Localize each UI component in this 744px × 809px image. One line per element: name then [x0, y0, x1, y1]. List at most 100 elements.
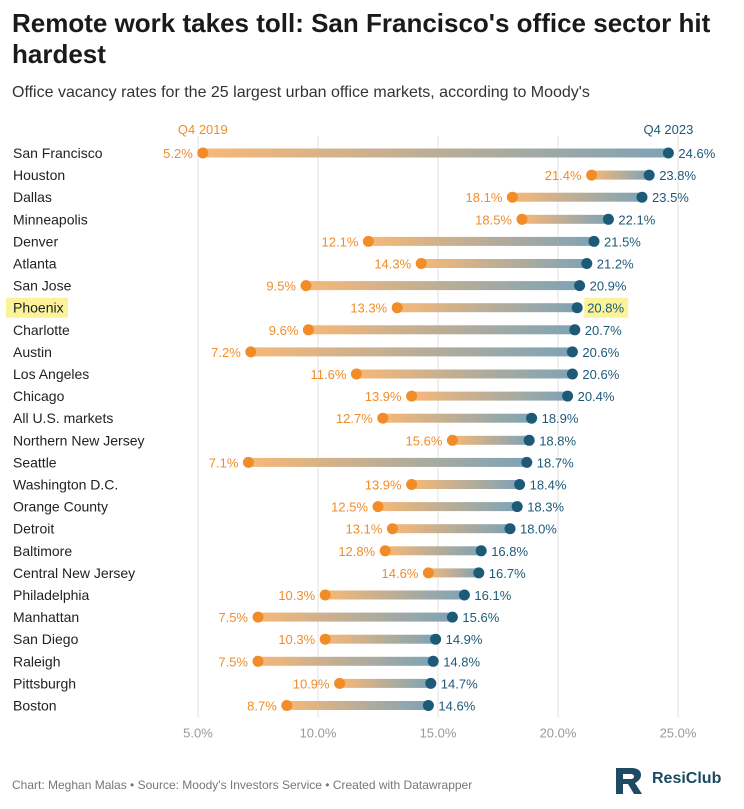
dumbbell-chart: San Francisco 5.2% 24.6% Houston 21.4% 23.8% D… — [6, 122, 716, 741]
category-highlight — [6, 297, 68, 318]
category-label: Raleigh — [13, 653, 60, 669]
range-bar — [250, 347, 573, 357]
dot-q4-2023 — [427, 655, 439, 667]
range-bar — [325, 590, 465, 600]
category-label: San Jose — [13, 278, 72, 294]
dot-q4-2023 — [473, 567, 485, 579]
dot-q4-2019 — [252, 655, 264, 667]
category-label: Philadelphia — [13, 587, 89, 603]
value-label-q4-2023: 16.7% — [489, 566, 526, 581]
value-label-q4-2023: 21.5% — [604, 234, 641, 249]
category-label: Detroit — [13, 521, 54, 537]
category-label: Orange County — [13, 499, 108, 515]
x-tick-label: 5.0% — [183, 726, 213, 741]
chart-row: Seattle 7.1% 18.7% — [13, 454, 574, 470]
range-bar — [258, 656, 434, 666]
value-label-q4-2023: 18.9% — [542, 411, 579, 426]
chart-row: Northern New Jersey 15.6% 18.8% — [13, 432, 577, 448]
category-label: Central New Jersey — [13, 565, 135, 581]
value-label-q4-2023: 18.3% — [527, 500, 564, 515]
value-label-q4-2023: 24.6% — [678, 146, 715, 161]
range-bar — [356, 369, 573, 379]
chart-row: Atlanta 14.3% 21.2% — [13, 256, 634, 272]
dot-q4-2023 — [504, 523, 516, 535]
series-label-q4-2023: Q4 2023 — [643, 122, 693, 137]
range-bar — [202, 148, 669, 158]
chart-row: All U.S. markets 12.7% 18.9% — [13, 410, 579, 426]
dot-q4-2019 — [362, 235, 374, 247]
dot-q4-2019 — [300, 280, 312, 292]
category-label: Seattle — [13, 454, 57, 470]
dot-q4-2023 — [422, 700, 434, 711]
resiclub-logo-icon — [616, 768, 642, 794]
chart-row: Houston 21.4% 23.8% — [13, 167, 697, 183]
range-bar — [411, 391, 568, 401]
dot-q4-2019 — [386, 523, 398, 535]
dot-q4-2019 — [391, 302, 403, 314]
value-label-q4-2019: 18.1% — [466, 190, 503, 205]
dot-q4-2023 — [574, 280, 586, 292]
value-label-q4-2019: 10.9% — [293, 676, 330, 691]
value-label-q4-2019: 13.3% — [350, 301, 387, 316]
category-label: Austin — [13, 344, 52, 360]
dot-q4-2023 — [662, 147, 674, 159]
value-label-q4-2023: 20.6% — [582, 367, 619, 382]
range-bar — [382, 413, 532, 423]
category-label: All U.S. markets — [13, 410, 113, 426]
value-label-q4-2019: 14.3% — [374, 257, 411, 272]
range-bar — [248, 457, 527, 467]
dot-q4-2023 — [566, 346, 578, 358]
dot-q4-2023 — [514, 479, 526, 490]
x-tick-label: 20.0% — [540, 726, 577, 741]
series-label-q4-2019: Q4 2019 — [178, 122, 228, 137]
chart-row: Pittsburgh 10.9% 14.7% — [13, 675, 478, 691]
range-bar — [258, 612, 453, 622]
resiclub-logo-text: ResiClub — [652, 770, 722, 787]
dot-q4-2019 — [406, 390, 418, 402]
range-bar — [522, 214, 609, 224]
category-label: San Diego — [13, 631, 79, 647]
dot-q4-2019 — [252, 611, 264, 623]
chart-row: Orange County 12.5% 18.3% — [13, 499, 565, 515]
dot-q4-2023 — [511, 501, 523, 513]
dot-q4-2023 — [602, 213, 614, 225]
chart-row: Baltimore 12.8% 16.8% — [13, 543, 529, 559]
chart-row: Central New Jersey 14.6% 16.7% — [13, 565, 526, 581]
resiclub-logo: ResiClub — [612, 764, 736, 798]
category-label: Charlotte — [13, 322, 70, 338]
chart-row: Boston 8.7% 14.6% — [13, 698, 476, 714]
dot-q4-2019 — [350, 368, 362, 380]
value-label-q4-2023: 15.6% — [462, 610, 499, 625]
value-label-q4-2019: 14.6% — [382, 566, 419, 581]
value-label-q4-2019: 12.5% — [331, 500, 368, 515]
range-bar — [325, 634, 436, 644]
category-label: Pittsburgh — [13, 675, 76, 691]
value-label-q4-2023: 16.8% — [491, 544, 528, 559]
value-label-q4-2023: 14.7% — [441, 676, 478, 691]
x-tick-label: 15.0% — [420, 726, 457, 741]
value-highlight — [584, 297, 629, 318]
dot-q4-2019 — [586, 169, 598, 181]
dot-q4-2019 — [406, 479, 418, 490]
dot-q4-2023 — [588, 235, 600, 247]
chart-row: Washington D.C. 13.9% 18.4% — [13, 477, 567, 493]
value-label-q4-2019: 18.5% — [475, 212, 512, 227]
dot-q4-2019 — [319, 633, 331, 645]
range-bar — [385, 546, 482, 556]
dot-q4-2023 — [562, 390, 574, 402]
value-label-q4-2019: 13.9% — [365, 478, 402, 493]
category-label: Northern New Jersey — [13, 432, 145, 448]
category-label: Chicago — [13, 388, 65, 404]
range-bar — [452, 435, 530, 445]
range-bar — [378, 502, 518, 512]
dot-q4-2023 — [569, 324, 581, 336]
value-label-q4-2023: 18.0% — [520, 522, 557, 537]
chart-row: Austin 7.2% 20.6% — [13, 344, 620, 360]
range-bar — [397, 303, 578, 313]
x-axis: 5.0% 10.0% 15.0% 20.0% 25.0% Q4 2019 Q4 2023 — [178, 122, 697, 741]
range-bar — [392, 524, 510, 534]
chart-rows: San Francisco 5.2% 24.6% Houston 21.4% 23.8% D… — [6, 145, 716, 714]
value-label-q4-2023: 20.8% — [587, 301, 624, 316]
dot-q4-2023 — [636, 191, 648, 203]
category-label: Manhattan — [13, 609, 79, 625]
